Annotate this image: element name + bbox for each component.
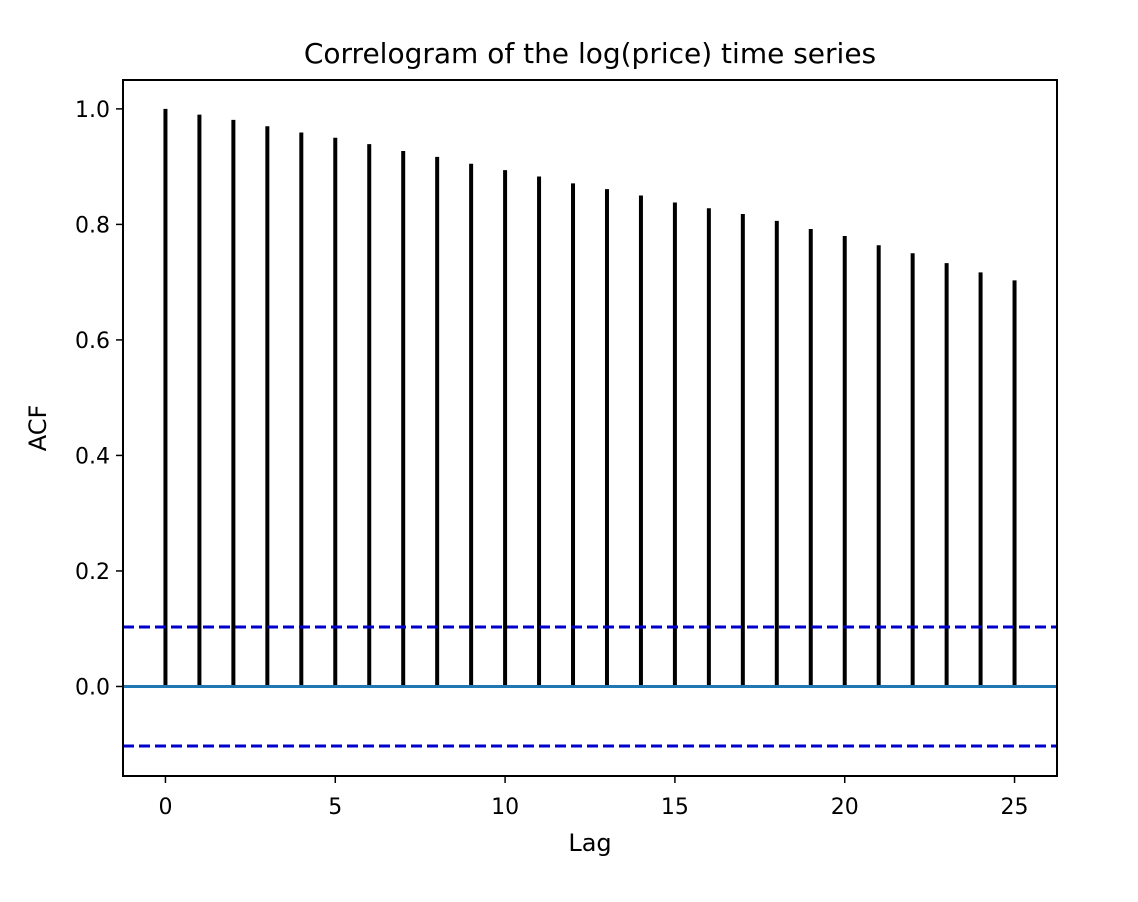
- x-tick-label: 10: [491, 795, 519, 820]
- y-axis: 0.0 0.2 0.4 0.6 0.8 1.0: [75, 98, 123, 700]
- x-tick-label: 25: [1001, 795, 1029, 820]
- x-axis: 0 5 10 15 20 25: [158, 776, 1029, 820]
- plot-frame: [122, 79, 1058, 777]
- x-tick-label: 0: [158, 795, 172, 820]
- x-axis-label: Lag: [568, 829, 611, 857]
- x-tick-label: 20: [831, 795, 859, 820]
- y-axis-label: ACF: [24, 405, 52, 452]
- x-tick-label: 15: [661, 795, 689, 820]
- y-tick-label: 0.4: [75, 444, 110, 469]
- y-tick-label: 0.2: [75, 560, 110, 585]
- plot-area: [123, 108, 1057, 748]
- y-tick-label: 1.0: [75, 98, 110, 123]
- x-tick-label: 5: [328, 795, 342, 820]
- chart-title: Correlogram of the log(price) time serie…: [304, 37, 876, 70]
- y-tick-label: 0.8: [75, 213, 110, 238]
- y-tick-label: 0.6: [75, 329, 110, 354]
- y-tick-label: 0.0: [75, 675, 110, 700]
